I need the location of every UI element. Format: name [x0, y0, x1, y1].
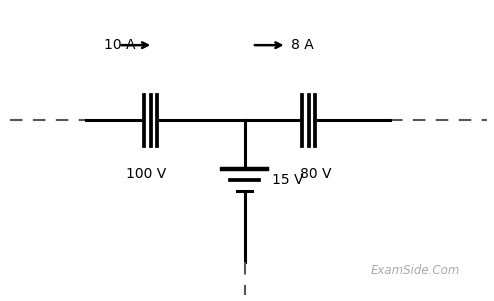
Text: 80 V: 80 V	[300, 167, 332, 181]
Text: 8 A: 8 A	[291, 38, 314, 52]
Text: 10 A: 10 A	[104, 38, 135, 52]
Text: 15 V: 15 V	[272, 173, 303, 187]
Text: ExamSide.Com: ExamSide.Com	[370, 264, 459, 278]
Text: 100 V: 100 V	[125, 167, 166, 181]
